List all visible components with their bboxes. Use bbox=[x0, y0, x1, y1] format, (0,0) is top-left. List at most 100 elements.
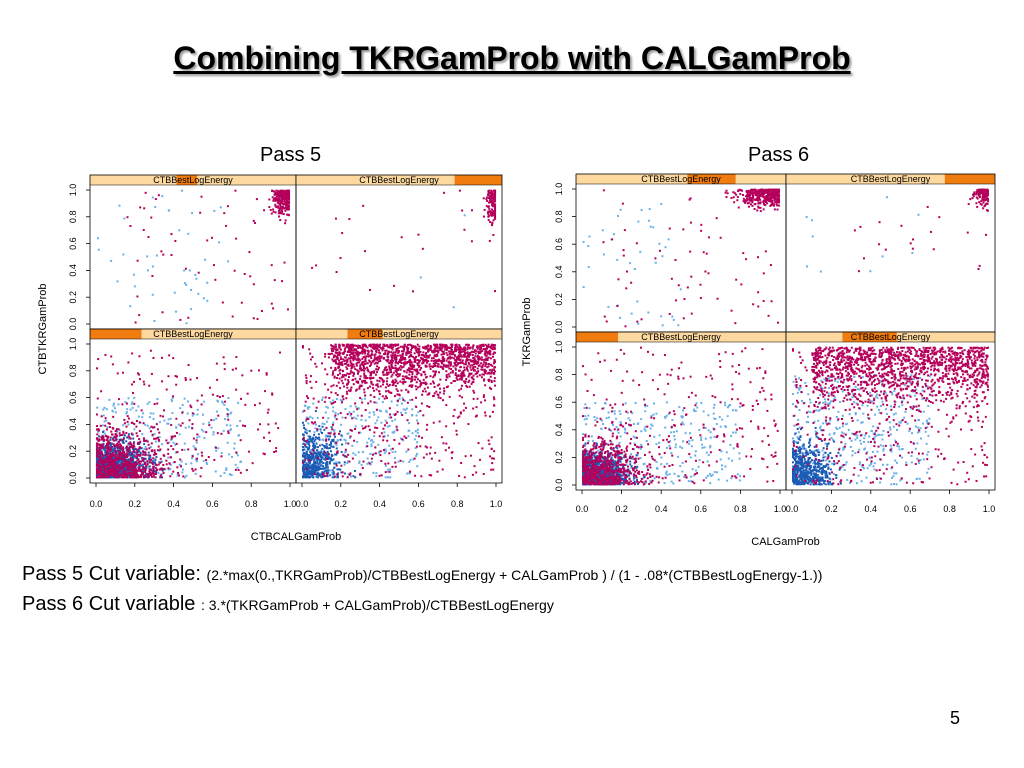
point-signal bbox=[481, 344, 484, 347]
point-signal bbox=[338, 344, 341, 347]
point-signal bbox=[334, 414, 337, 417]
point-signal bbox=[409, 344, 412, 347]
point-signal bbox=[398, 374, 401, 377]
point-signal bbox=[278, 215, 281, 218]
point-signal bbox=[377, 356, 380, 359]
point-signal bbox=[110, 468, 113, 471]
point-background bbox=[302, 442, 305, 445]
point-signal bbox=[152, 467, 155, 470]
point-background bbox=[319, 454, 322, 457]
point-background bbox=[147, 454, 150, 457]
point-signal bbox=[162, 454, 165, 457]
point-signal bbox=[476, 375, 479, 378]
point-background bbox=[407, 435, 410, 438]
point-signal bbox=[431, 357, 434, 360]
point-background bbox=[127, 423, 130, 426]
point-background bbox=[384, 464, 387, 467]
point-signal bbox=[416, 362, 419, 365]
point-signal bbox=[399, 345, 402, 348]
point-background bbox=[312, 402, 315, 405]
point-background bbox=[319, 464, 322, 467]
point-signal bbox=[337, 381, 340, 384]
point-signal bbox=[106, 470, 109, 473]
point-background bbox=[312, 458, 315, 461]
point-background bbox=[160, 460, 163, 463]
point-signal bbox=[344, 346, 347, 349]
point-signal bbox=[466, 357, 469, 360]
point-signal bbox=[417, 233, 420, 236]
point-signal bbox=[98, 476, 101, 479]
point-signal bbox=[456, 345, 459, 348]
point-signal bbox=[285, 190, 288, 193]
point-signal bbox=[489, 345, 492, 348]
point-signal bbox=[380, 460, 383, 463]
point-background bbox=[347, 460, 350, 463]
point-signal bbox=[343, 348, 346, 351]
point-background bbox=[191, 212, 194, 215]
point-signal bbox=[114, 473, 117, 476]
point-signal bbox=[102, 436, 105, 439]
point-background bbox=[230, 474, 233, 477]
point-signal bbox=[310, 452, 313, 455]
point-signal bbox=[424, 390, 427, 393]
point-signal bbox=[491, 194, 494, 197]
point-signal bbox=[469, 352, 472, 355]
point-signal bbox=[450, 457, 453, 460]
point-signal bbox=[199, 211, 202, 214]
point-background bbox=[314, 456, 317, 459]
point-signal bbox=[347, 343, 350, 346]
y-tick-label: 0.6 bbox=[68, 237, 78, 250]
point-background bbox=[358, 461, 361, 464]
point-signal bbox=[333, 475, 336, 478]
point-signal bbox=[200, 451, 203, 454]
point-signal bbox=[493, 196, 496, 199]
point-signal bbox=[161, 476, 164, 479]
point-signal bbox=[371, 377, 374, 380]
point-signal bbox=[470, 359, 473, 362]
point-signal bbox=[112, 415, 115, 418]
point-signal bbox=[152, 473, 155, 476]
point-signal bbox=[106, 455, 109, 458]
point-background bbox=[314, 468, 317, 471]
point-background bbox=[176, 474, 179, 477]
point-signal bbox=[408, 351, 411, 354]
point-signal bbox=[99, 451, 102, 454]
point-signal bbox=[432, 362, 435, 365]
point-signal bbox=[101, 465, 104, 468]
point-signal bbox=[308, 459, 311, 462]
point-signal bbox=[461, 371, 464, 374]
point-background bbox=[332, 471, 335, 474]
point-signal bbox=[421, 362, 424, 365]
point-background bbox=[352, 452, 355, 455]
point-background bbox=[187, 232, 190, 235]
point-background bbox=[352, 410, 355, 413]
point-signal bbox=[276, 194, 279, 197]
point-signal bbox=[491, 221, 494, 224]
point-background bbox=[177, 423, 180, 426]
point-signal bbox=[485, 205, 488, 208]
point-signal bbox=[134, 468, 137, 471]
point-signal bbox=[420, 374, 423, 377]
point-background bbox=[338, 461, 341, 464]
point-signal bbox=[362, 366, 365, 369]
point-background bbox=[305, 465, 308, 468]
point-signal bbox=[492, 396, 495, 399]
point-signal bbox=[227, 430, 230, 433]
point-signal bbox=[487, 356, 490, 359]
point-signal bbox=[102, 462, 105, 465]
point-background bbox=[416, 431, 419, 434]
point-signal bbox=[179, 458, 182, 461]
point-signal bbox=[273, 279, 276, 282]
point-background bbox=[375, 401, 378, 404]
point-signal bbox=[206, 239, 209, 242]
point-signal bbox=[425, 359, 428, 362]
point-signal bbox=[334, 343, 337, 346]
point-signal bbox=[363, 352, 366, 355]
point-signal bbox=[200, 403, 203, 406]
point-signal bbox=[99, 475, 102, 478]
point-signal bbox=[359, 365, 362, 368]
point-signal bbox=[339, 368, 342, 371]
point-signal bbox=[486, 347, 489, 350]
point-signal bbox=[130, 471, 133, 474]
point-signal bbox=[339, 352, 342, 355]
